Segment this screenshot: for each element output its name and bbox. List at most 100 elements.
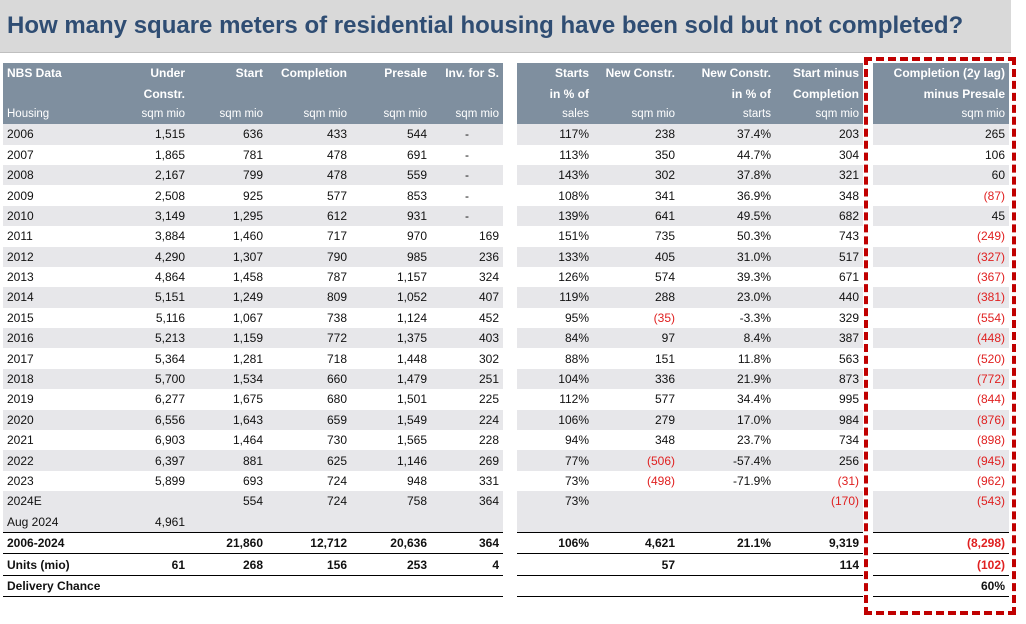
table-cell: (876)	[873, 409, 1009, 431]
table-cell: 2023	[3, 470, 113, 492]
column-header: sqm mio	[267, 103, 351, 125]
table-cell: (498)	[593, 470, 679, 492]
table-row: (962)	[873, 470, 1009, 492]
table-cell	[431, 575, 503, 598]
table-cell	[267, 575, 351, 598]
table-cell: 20,636	[351, 531, 431, 555]
table-cell: -	[431, 164, 503, 186]
table-cell: 5,151	[113, 287, 189, 308]
table-cell: 2,167	[113, 164, 189, 186]
table-cell: 1,159	[189, 328, 267, 349]
table-cell: 1,375	[351, 328, 431, 349]
table-cell: (543)	[873, 491, 1009, 512]
table-cell: 1,534	[189, 368, 267, 390]
table-cell: 95%	[517, 307, 593, 329]
header-row: sales sqm mio starts sqm mio	[517, 103, 863, 125]
table-cell: 225	[431, 389, 503, 410]
table-row: 73% (170)	[517, 491, 863, 512]
table-cell: 1,307	[189, 246, 267, 267]
table-cell: (945)	[873, 450, 1009, 471]
table-cell: 577	[267, 185, 351, 206]
table-cell: 1,295	[189, 205, 267, 227]
table-cell	[517, 575, 593, 598]
table-header: NBS Data Under Start Completion Presale Inv. …	[3, 63, 503, 125]
table-cell: 108%	[517, 185, 593, 206]
table-cell	[873, 511, 1009, 533]
table-cell: (554)	[873, 307, 1009, 329]
table-row: (87)	[873, 185, 1009, 206]
column-header: Starts	[517, 63, 593, 84]
column-header: New Constr.	[593, 63, 679, 84]
table-cell	[351, 511, 431, 533]
table-cell: 1,448	[351, 348, 431, 369]
table-cell: 156	[267, 553, 351, 576]
table-cell: 735	[593, 226, 679, 247]
table-cell	[679, 553, 775, 576]
table-cell: 84%	[517, 328, 593, 349]
table-row: 133% 405 31.0% 517	[517, 246, 863, 267]
table-cell: -	[431, 144, 503, 165]
header-row: NBS Data Under Start Completion Presale Inv. …	[3, 63, 503, 84]
table-cell	[517, 511, 593, 533]
table-cell: 970	[351, 226, 431, 247]
column-header	[267, 83, 351, 104]
header-row: Starts New Constr. New Constr. Start minus	[517, 63, 863, 84]
table-row: 2006-2024 21,860 12,712 20,636 364	[3, 531, 503, 555]
table-row: 88% 151 11.8% 563	[517, 348, 863, 369]
table-cell: 6,556	[113, 409, 189, 431]
table-cell: 23.0%	[679, 287, 775, 308]
table-cell: 21.9%	[679, 368, 775, 390]
table-row: 57 114	[517, 553, 863, 576]
table-cell: 253	[351, 553, 431, 576]
table-cell: 269	[431, 450, 503, 471]
table-cell: 660	[267, 368, 351, 390]
table-cell: 73%	[517, 491, 593, 512]
table-cell: 781	[189, 144, 267, 165]
column-header: Housing	[3, 103, 113, 125]
table-cell: 321	[775, 164, 863, 186]
header-row: Housing sqm mio sqm mio sqm mio sqm mio sqm m…	[3, 103, 503, 125]
table-cell: 2020	[3, 409, 113, 431]
table-cell: 1,157	[351, 266, 431, 288]
table-cell: 985	[351, 246, 431, 267]
table-cell: 405	[593, 246, 679, 267]
table-cell: 61	[113, 553, 189, 576]
table-cell: 1,865	[113, 144, 189, 165]
table-row: (945)	[873, 450, 1009, 471]
table-row: 94% 348 23.7% 734	[517, 430, 863, 451]
column-header	[189, 83, 267, 104]
table-row: 2006 1,515 636 433 544-	[3, 124, 503, 145]
table-row: 104% 336 21.9% 873	[517, 368, 863, 390]
table-cell: -	[431, 205, 503, 227]
table-cell: 2008	[3, 164, 113, 186]
header-row: Constr.	[3, 83, 503, 104]
column-header: Constr.	[113, 83, 189, 104]
table-cell: 554	[189, 491, 267, 512]
table-cell: (87)	[873, 185, 1009, 206]
table-cell: 659	[267, 409, 351, 431]
table-cell: 2021	[3, 430, 113, 451]
table-cell: 2006	[3, 124, 113, 145]
table-row: 2007 1,865 781 478 691-	[3, 144, 503, 165]
table-cell: 743	[775, 226, 863, 247]
table-cell	[113, 491, 189, 512]
header-row: Completion (2y lag)	[873, 63, 1009, 84]
table-cell: 790	[267, 246, 351, 267]
table-cell: 1,281	[189, 348, 267, 369]
table-cell: (31)	[775, 470, 863, 492]
table-row: 106	[873, 144, 1009, 165]
column-header: sales	[517, 103, 593, 125]
table-row: (381)	[873, 287, 1009, 308]
table-cell: 984	[775, 409, 863, 431]
table-cell: 5,213	[113, 328, 189, 349]
table-cell: 1,464	[189, 430, 267, 451]
column-header: sqm mio	[873, 103, 1009, 125]
table-cell: 236	[431, 246, 503, 267]
table-cell: 114	[775, 553, 863, 576]
table-cell: (327)	[873, 246, 1009, 267]
table-cell: Delivery Chance	[3, 575, 113, 598]
table-cell: 44.7%	[679, 144, 775, 165]
table-cell: 563	[775, 348, 863, 369]
table-cell: 612	[267, 205, 351, 227]
table-cell: 931	[351, 205, 431, 227]
